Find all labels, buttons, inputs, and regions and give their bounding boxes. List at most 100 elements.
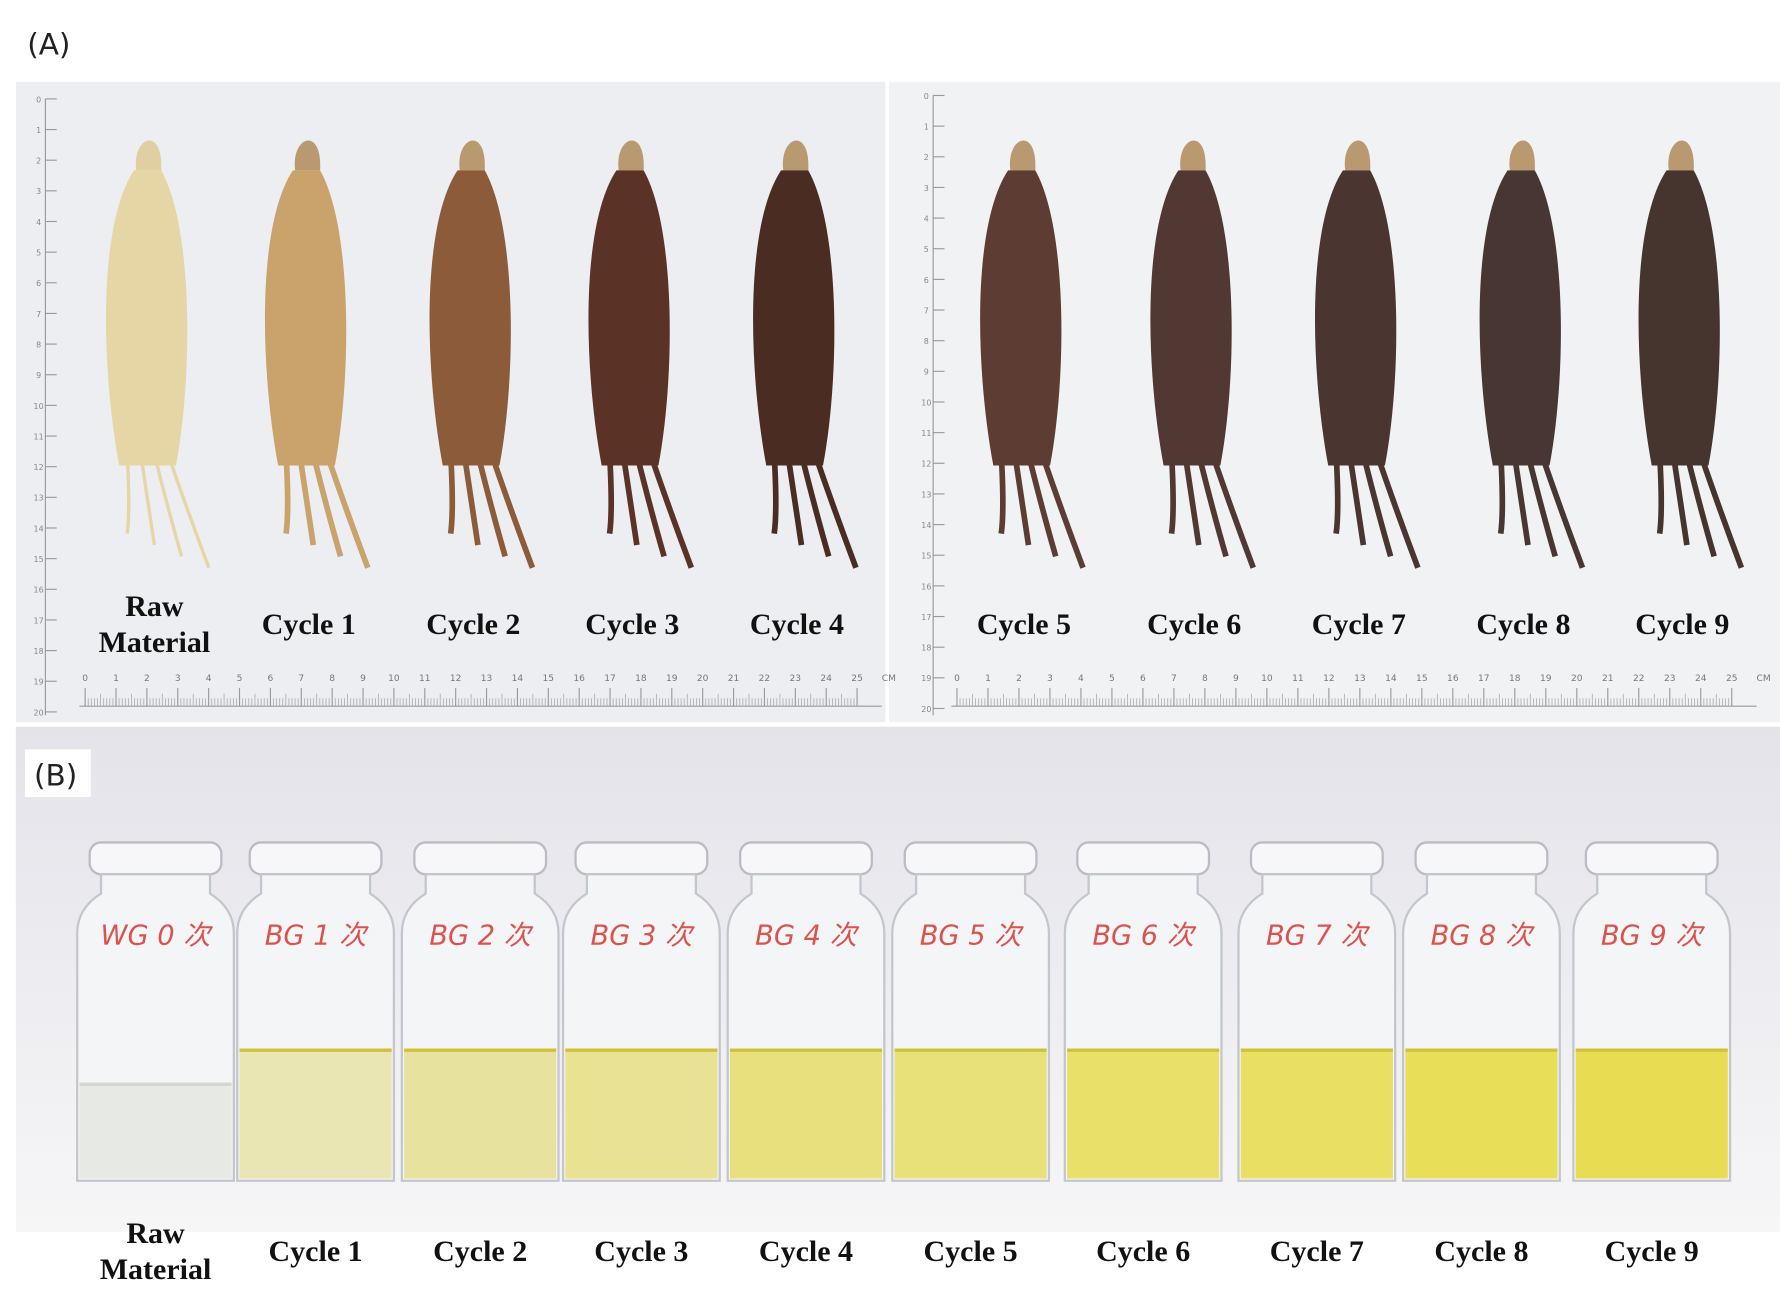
vial-handwriting: WG 0 次 [101, 921, 214, 952]
ruler-label: 2 [1016, 674, 1022, 684]
root-tail [475, 453, 508, 558]
ruler-label: 12 [1323, 674, 1335, 684]
root-tail [296, 453, 317, 546]
ruler-label: 5 [237, 674, 243, 684]
root-tail [324, 453, 371, 569]
ruler-label: 19 [666, 674, 678, 684]
vial-neck [1584, 841, 1719, 876]
ruler-label: 17 [1478, 674, 1490, 684]
ruler-label: 0 [924, 92, 929, 101]
root-tail [1025, 453, 1059, 558]
vial-handwriting: BG 7 次 [1266, 921, 1370, 952]
ruler-label: 11 [419, 674, 431, 684]
ruler-label: 20 [1571, 674, 1583, 684]
vial-neck [88, 841, 223, 876]
panel-label: (A) [27, 28, 70, 62]
ruler-label: 5 [924, 245, 929, 254]
sample-label: Cycle 4 [749, 608, 844, 642]
root-body [1314, 170, 1397, 466]
root-head [459, 140, 485, 171]
root-head [135, 140, 162, 171]
ruler-label: 3 [36, 187, 41, 196]
ruler-label: 16 [573, 674, 585, 684]
vial-liquid [1067, 1050, 1220, 1179]
sample-label: Cycle 6 [1147, 608, 1242, 642]
sample-label: Cycle 1 [268, 1235, 363, 1269]
vial-handwriting: BG 2 次 [429, 921, 533, 952]
vial-neck [1249, 841, 1384, 876]
ruler-label: 7 [298, 674, 304, 684]
root-head [782, 140, 809, 171]
ruler-label: 9 [924, 368, 929, 377]
vial-liquid [1405, 1050, 1558, 1179]
vial-handwriting: BG 5 次 [920, 921, 1024, 952]
root-tail [1656, 454, 1665, 535]
ruler-label: 12 [34, 463, 44, 472]
ruler-label: 2 [144, 674, 150, 684]
root-tail [1697, 453, 1745, 569]
root-tail [798, 453, 832, 558]
vial-liquid [1240, 1050, 1393, 1179]
root-tail [1182, 453, 1202, 546]
ruler-label: 24 [820, 674, 832, 684]
ruler-label: 23 [1664, 674, 1676, 684]
ruler-label: 17 [604, 674, 616, 684]
ruler-label: 4 [206, 674, 212, 684]
sample-label: Cycle 2 [426, 608, 521, 642]
ruler-label: 13 [34, 494, 44, 503]
root-body [264, 170, 347, 466]
ruler-label: 10 [388, 674, 400, 684]
ruler-label: 2 [36, 157, 41, 166]
ruler-label: 4 [36, 218, 41, 227]
ruler-label: 18 [34, 647, 44, 656]
ruler-label: 17 [921, 613, 931, 622]
sample-label: Cycle 5 [923, 1235, 1018, 1269]
ruler-label: 25 [1726, 674, 1738, 684]
ruler-label: 24 [1695, 674, 1707, 684]
ruler-label: 1 [985, 674, 991, 684]
sample-label: Raw Material [99, 1217, 212, 1287]
ruler-label: 8 [924, 337, 929, 346]
ruler-unit: CM [1757, 674, 1771, 684]
sample-label: Cycle 1 [261, 608, 356, 642]
ruler-label: 11 [1292, 674, 1304, 684]
root-tail [620, 453, 640, 546]
ruler-label: 16 [34, 586, 44, 595]
vial-liquid [894, 1050, 1047, 1179]
vial-liquid [729, 1050, 883, 1179]
root-tail [1670, 453, 1690, 546]
ruler-label: 6 [924, 276, 929, 285]
vial-handwriting: BG 6 次 [1092, 921, 1196, 952]
ruler-label: 13 [481, 674, 493, 684]
root-tail [488, 453, 536, 569]
root-body [1479, 170, 1561, 466]
ruler-label: 14 [34, 524, 44, 533]
ruler-label: 7 [1171, 674, 1177, 684]
sample-label: Cycle 9 [1604, 1235, 1699, 1269]
ruler-label: 21 [728, 674, 740, 684]
root-tail [1360, 453, 1394, 558]
ruler-label: 8 [36, 340, 41, 349]
ruler-label: 19 [34, 678, 44, 687]
ruler-label: 15 [543, 674, 555, 684]
root-tail [785, 453, 805, 546]
root-tail [461, 453, 481, 546]
sample-label: Cycle 9 [1635, 608, 1730, 642]
root-tail [1497, 454, 1506, 535]
ruler-label: 21 [1602, 674, 1614, 684]
ruler-label: 18 [635, 674, 647, 684]
root-tail [1196, 453, 1229, 558]
ruler-label: 0 [954, 674, 960, 684]
root-body [980, 170, 1062, 466]
ruler-label: 3 [1047, 674, 1053, 684]
ruler-label: 14 [512, 674, 524, 684]
ruler-label: 3 [924, 184, 929, 193]
ruler-label: 9 [1233, 674, 1239, 684]
ruler-label: 18 [921, 644, 931, 653]
sample-label: Cycle 7 [1269, 1235, 1364, 1269]
vial-liquid [79, 1084, 232, 1179]
ruler-label: 10 [1261, 674, 1273, 684]
ruler-label: 15 [34, 555, 44, 564]
root-tail [1333, 454, 1341, 535]
